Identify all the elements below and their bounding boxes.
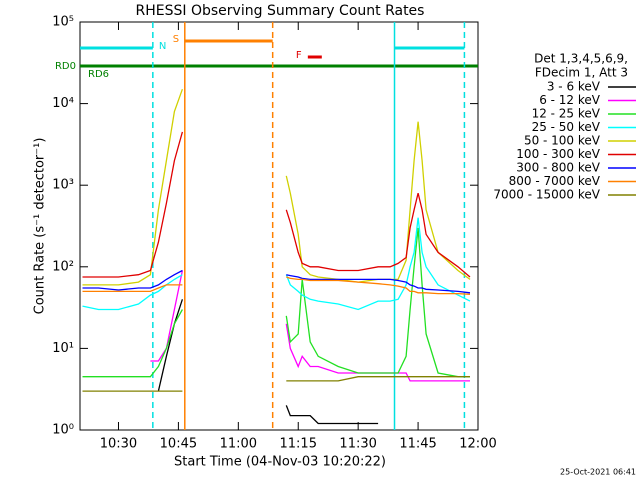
legend-label: 50 - 100 keV <box>524 134 601 148</box>
y-tick-label: 10⁰ <box>52 423 74 438</box>
series-line <box>82 276 471 295</box>
legend-label: 25 - 50 keV <box>532 120 601 134</box>
x-tick-label: 11:30 <box>339 437 376 452</box>
series-line <box>82 217 471 311</box>
chart-title: RHESSI Observing Summary Count Rates <box>136 3 425 19</box>
footer-date: 25-Oct-2021 06:41 <box>560 468 636 477</box>
attenuator-label: RD6 <box>88 69 109 80</box>
legend-label: 7000 - 15000 keV <box>493 188 600 202</box>
legend-label: 12 - 25 keV <box>532 107 601 121</box>
y-tick-label: 10¹ <box>52 341 74 356</box>
y-tick-label: 10² <box>52 259 74 274</box>
x-tick-label: 12:00 <box>459 437 496 452</box>
series-line <box>157 299 379 425</box>
y-axis-label: Count Rate (s⁻¹ detector⁻¹) <box>33 138 48 315</box>
legend-label: 3 - 6 keV <box>547 80 601 94</box>
flag-label: S <box>173 34 179 45</box>
legend-label: 300 - 800 keV <box>516 161 600 175</box>
series-line <box>82 131 471 278</box>
x-tick-label: 10:45 <box>160 437 197 452</box>
x-tick-label: 10:30 <box>100 437 137 452</box>
legend-label: 6 - 12 keV <box>539 93 601 107</box>
legend-title: Det 1,3,4,5,6,9, <box>534 52 628 66</box>
y-tick-label: 10⁵ <box>52 15 74 30</box>
x-tick-label: 11:15 <box>280 437 317 452</box>
series-line <box>82 269 471 294</box>
x-tick-label: 11:45 <box>399 437 436 452</box>
y-tick-label: 10³ <box>52 178 74 193</box>
flag-label: F <box>296 50 302 61</box>
series-line <box>82 227 470 378</box>
x-tick-label: 11:00 <box>220 437 257 452</box>
attenuator-label: RD0 <box>55 61 76 72</box>
series-line <box>82 376 470 392</box>
plot-frame <box>79 21 479 431</box>
legend-title: FDecim 1, Att 3 <box>535 66 628 80</box>
x-axis-label: Start Time (04-Nov-03 10:20:22) <box>174 455 386 470</box>
legend-label: 800 - 7000 keV <box>509 174 601 188</box>
flag-label: N <box>159 41 166 52</box>
legend-label: 100 - 300 keV <box>516 147 600 161</box>
y-tick-label: 10⁴ <box>52 96 74 111</box>
